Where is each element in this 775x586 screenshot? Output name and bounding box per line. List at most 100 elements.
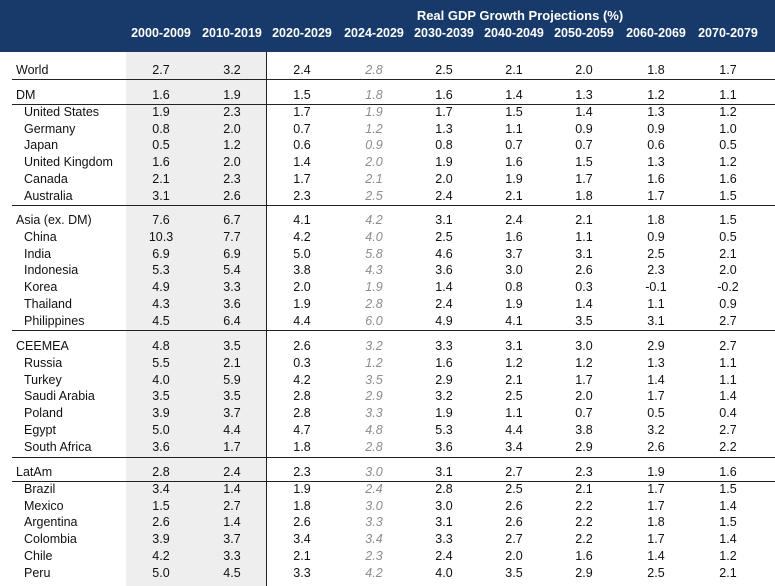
cell-value: 0.3 bbox=[575, 280, 593, 295]
cell-value: 1.7 bbox=[647, 532, 665, 547]
cell-value: 1.9 bbox=[435, 155, 453, 170]
cell-value: 1.3 bbox=[575, 88, 593, 102]
row-label: Saudi Arabia bbox=[24, 389, 95, 404]
row-label: Japan bbox=[24, 138, 59, 153]
cell-value: 0.9 bbox=[365, 138, 383, 153]
cell-value: 1.8 bbox=[365, 88, 383, 102]
cell-value: 2.6 bbox=[505, 515, 523, 530]
cell-value: 1.6 bbox=[152, 155, 170, 170]
row-label: Brazil bbox=[24, 481, 56, 496]
cell-value: 3.5 bbox=[365, 372, 383, 387]
cell-value: 1.1 bbox=[719, 88, 737, 102]
cell-value: 3.6 bbox=[435, 263, 453, 278]
cell-value: 3.0 bbox=[505, 263, 523, 278]
cell-value: 0.7 bbox=[505, 138, 523, 153]
row-label: Canada bbox=[24, 172, 68, 186]
cell-value: 0.3 bbox=[293, 355, 311, 370]
cell-value: 10.3 bbox=[148, 229, 174, 244]
cell-value: 1.8 bbox=[293, 439, 311, 454]
cell-value: 4.3 bbox=[365, 263, 383, 278]
table-row: Korea 4.9 3.3 2.0 1.9 1.4 0.8 0.3 -0.1 -0.2 bbox=[0, 279, 775, 296]
cell-value: 5.5 bbox=[152, 355, 170, 370]
cell-value: 1.7 bbox=[647, 389, 665, 404]
cell-value: 4.4 bbox=[293, 313, 311, 328]
cell-value: 1.7 bbox=[435, 104, 453, 119]
cell-value: 1.5 bbox=[719, 481, 737, 496]
cell-value: 2.6 bbox=[293, 515, 311, 530]
table-row: Brazil 3.4 1.4 1.9 2.4 2.8 2.5 2.1 1.7 1.5 bbox=[0, 481, 775, 498]
row-label: Asia (ex. DM) bbox=[16, 213, 92, 227]
cell-value: 2.8 bbox=[293, 389, 311, 404]
cell-value: 4.2 bbox=[365, 565, 383, 580]
cell-value: 7.7 bbox=[223, 229, 241, 244]
cell-value: 2.0 bbox=[223, 121, 241, 136]
cell-value: 2.9 bbox=[647, 339, 665, 353]
cell-value: 1.1 bbox=[505, 406, 523, 421]
cell-value: 1.2 bbox=[223, 138, 241, 153]
cell-value: 4.2 bbox=[152, 549, 170, 563]
cell-value: 2.8 bbox=[293, 406, 311, 421]
cell-value: 2.8 bbox=[365, 439, 383, 454]
cell-value: 2.1 bbox=[505, 372, 523, 387]
cell-value: 1.6 bbox=[152, 88, 170, 102]
table-header: Real GDP Growth Projections (%) 2000-200… bbox=[0, 0, 775, 52]
cell-value: 3.6 bbox=[435, 439, 453, 454]
row-label: India bbox=[24, 246, 52, 261]
cell-value: 2.2 bbox=[575, 532, 593, 547]
cell-value: 2.3 bbox=[293, 188, 311, 203]
table-row: Colombia 3.9 3.7 3.4 3.4 3.3 2.7 2.2 1.7 1.4 bbox=[0, 531, 775, 548]
cell-value: 5.3 bbox=[435, 423, 453, 437]
cell-value: 2.9 bbox=[575, 565, 593, 580]
cell-value: 1.7 bbox=[223, 439, 241, 454]
cell-value: 1.8 bbox=[575, 188, 593, 203]
cell-value: 1.5 bbox=[505, 104, 523, 119]
cell-value: 3.1 bbox=[647, 313, 665, 328]
cell-value: 0.9 bbox=[575, 121, 593, 136]
cell-value: 2.4 bbox=[435, 297, 453, 311]
cell-value: 3.5 bbox=[575, 313, 593, 328]
row-label: Korea bbox=[24, 280, 58, 295]
table-row-group-total: World 2.7 3.2 2.4 2.8 2.5 2.1 2.0 1.8 1.7 bbox=[0, 62, 775, 79]
cell-value: 1.5 bbox=[293, 88, 311, 102]
table-row: Canada 2.1 2.3 1.7 2.1 2.0 1.9 1.7 1.6 1.6 bbox=[0, 171, 775, 188]
cell-value: 3.3 bbox=[435, 532, 453, 547]
cell-value: 4.0 bbox=[152, 372, 170, 387]
table-row: United States 1.9 2.3 1.7 1.9 1.7 1.5 1.4 1.3 1.2 bbox=[0, 104, 775, 121]
cell-value: 1.6 bbox=[647, 172, 665, 186]
table-row: Peru 5.0 4.5 3.3 4.2 4.0 3.5 2.9 2.5 2.1 bbox=[0, 565, 775, 582]
table-row-group-total: LatAm 2.8 2.4 2.3 3.0 3.1 2.7 2.3 1.9 1.6 bbox=[0, 464, 775, 481]
cell-value: 2.5 bbox=[647, 246, 665, 261]
cell-value: 1.2 bbox=[365, 121, 383, 136]
row-label: Argentina bbox=[24, 515, 78, 530]
row-label: Germany bbox=[24, 121, 76, 136]
cell-value: 2.5 bbox=[505, 389, 523, 404]
cell-value: 3.3 bbox=[223, 280, 241, 295]
cell-value: 3.0 bbox=[365, 498, 383, 513]
cell-value: 1.7 bbox=[647, 498, 665, 513]
column-header: 2000-2009 bbox=[131, 26, 191, 40]
row-label: Mexico bbox=[24, 498, 64, 513]
cell-value: 1.2 bbox=[719, 155, 737, 170]
cell-value: 1.4 bbox=[719, 532, 737, 547]
cell-value: 3.9 bbox=[152, 406, 170, 421]
cell-value: 1.7 bbox=[647, 188, 665, 203]
cell-value: 1.2 bbox=[365, 355, 383, 370]
cell-value: 1.0 bbox=[719, 121, 737, 136]
cell-value: 3.4 bbox=[365, 532, 383, 547]
cell-value: 3.4 bbox=[505, 439, 523, 454]
cell-value: 4.5 bbox=[223, 565, 241, 580]
cell-value: 2.3 bbox=[293, 465, 311, 479]
cell-value: 6.7 bbox=[223, 213, 241, 227]
row-label: Egypt bbox=[24, 423, 56, 437]
cell-value: 1.9 bbox=[505, 172, 523, 186]
cell-value: 5.3 bbox=[152, 263, 170, 278]
cell-value: 1.6 bbox=[505, 155, 523, 170]
cell-value: 3.0 bbox=[365, 465, 383, 479]
table-row: China 10.3 7.7 4.2 4.0 2.5 1.6 1.1 0.9 0.5 bbox=[0, 229, 775, 246]
cell-value: 2.0 bbox=[435, 172, 453, 186]
row-label: CEEMEA bbox=[16, 339, 69, 353]
cell-value: 1.6 bbox=[719, 172, 737, 186]
column-header: 2040-2049 bbox=[484, 26, 544, 40]
cell-value: 2.1 bbox=[575, 213, 593, 227]
cell-value: 1.5 bbox=[719, 515, 737, 530]
